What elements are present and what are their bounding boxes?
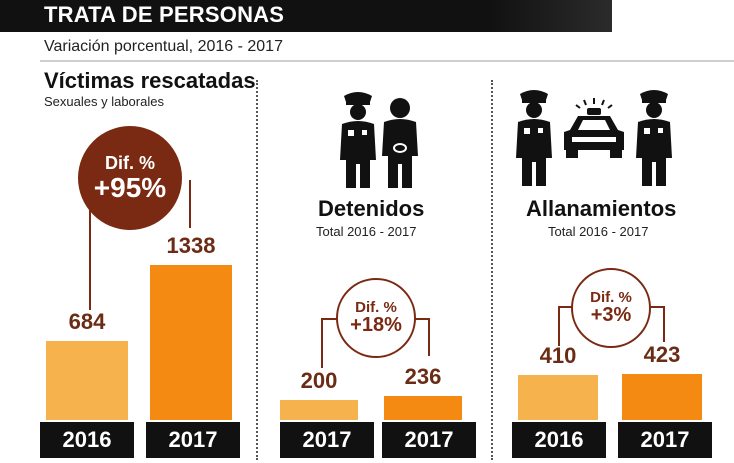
- victimas-bar-1: [150, 265, 232, 420]
- allanamientos-diff-circle: Dif. % +3%: [571, 268, 651, 348]
- victimas-year-label-1: 2017: [146, 422, 240, 458]
- detenidos-connector-right-h: [408, 318, 430, 320]
- victimas-value-label-1: 1338: [166, 233, 216, 258]
- detenidos-diff-circle: Dif. % +18%: [336, 278, 416, 358]
- allanamientos-year-label-1: 2017: [618, 422, 712, 458]
- allanamientos-connector-right: [663, 306, 665, 342]
- allanamientos-value-label-1: 423: [643, 342, 681, 367]
- allanamientos-subtitle: Total 2016 - 2017: [548, 224, 649, 239]
- allanamientos-connector-right-h: [649, 306, 665, 308]
- detenidos-connector-left: [321, 318, 323, 368]
- victimas-diff-label: Dif. %: [104, 152, 155, 173]
- victimas-subtitle: Sexuales y laborales: [44, 94, 164, 109]
- allanamientos-bar-1: [622, 374, 702, 420]
- allanamientos-diff-label: Dif. %: [590, 288, 632, 306]
- page-subtitle: Variación porcentual, 2016 - 2017: [44, 38, 283, 55]
- allanamientos-diff-value: +3%: [590, 304, 632, 327]
- detenidos-value-label-1: 236: [404, 364, 442, 389]
- victimas-diff-value: +95%: [93, 171, 167, 203]
- detenidos-diff-value: +18%: [350, 314, 402, 337]
- detenidos-bar-0: [280, 400, 358, 420]
- allanamientos-bar-0: [518, 375, 598, 420]
- victimas-value-label-0: 684: [68, 309, 106, 334]
- detenidos-bar-1: [384, 396, 462, 420]
- detenidos-value-label-0: 200: [300, 368, 338, 393]
- police-officer-and-handcuffed-detainee-icon: [340, 92, 418, 188]
- header-divider: [40, 60, 734, 62]
- victimas-bar-0: [46, 341, 128, 420]
- detenidos-year-label-0: 2017: [280, 422, 374, 458]
- allanamientos-connector-left: [558, 306, 560, 346]
- section-divider-1: [256, 80, 258, 460]
- allanamientos-year-label-0: 2016: [512, 422, 606, 458]
- header-bar: [0, 0, 612, 32]
- police-officers-and-patrol-car-icon: [516, 90, 672, 186]
- victimas-year-label-0: 2016: [40, 422, 134, 458]
- allanamientos-value-label-0: 410: [539, 343, 577, 368]
- victimas-diff-circle: Dif. % +95%: [78, 126, 182, 230]
- detenidos-subtitle: Total 2016 - 2017: [316, 224, 417, 239]
- section-divider-2: [491, 80, 493, 460]
- victimas-connector-left: [89, 180, 91, 310]
- victimas-title: Víctimas rescatadas: [44, 68, 256, 93]
- allanamientos-connector-left-h: [558, 306, 572, 308]
- victimas-connector-right: [189, 180, 191, 228]
- detenidos-title: Detenidos: [318, 196, 425, 221]
- detenidos-connector-right: [428, 318, 430, 356]
- detenidos-year-label-1: 2017: [382, 422, 476, 458]
- page-title: TRATA DE PERSONAS: [44, 2, 285, 27]
- detenidos-connector-left-h: [321, 318, 343, 320]
- allanamientos-title: Allanamientos: [526, 196, 677, 221]
- detenidos-diff-label: Dif. %: [355, 298, 397, 316]
